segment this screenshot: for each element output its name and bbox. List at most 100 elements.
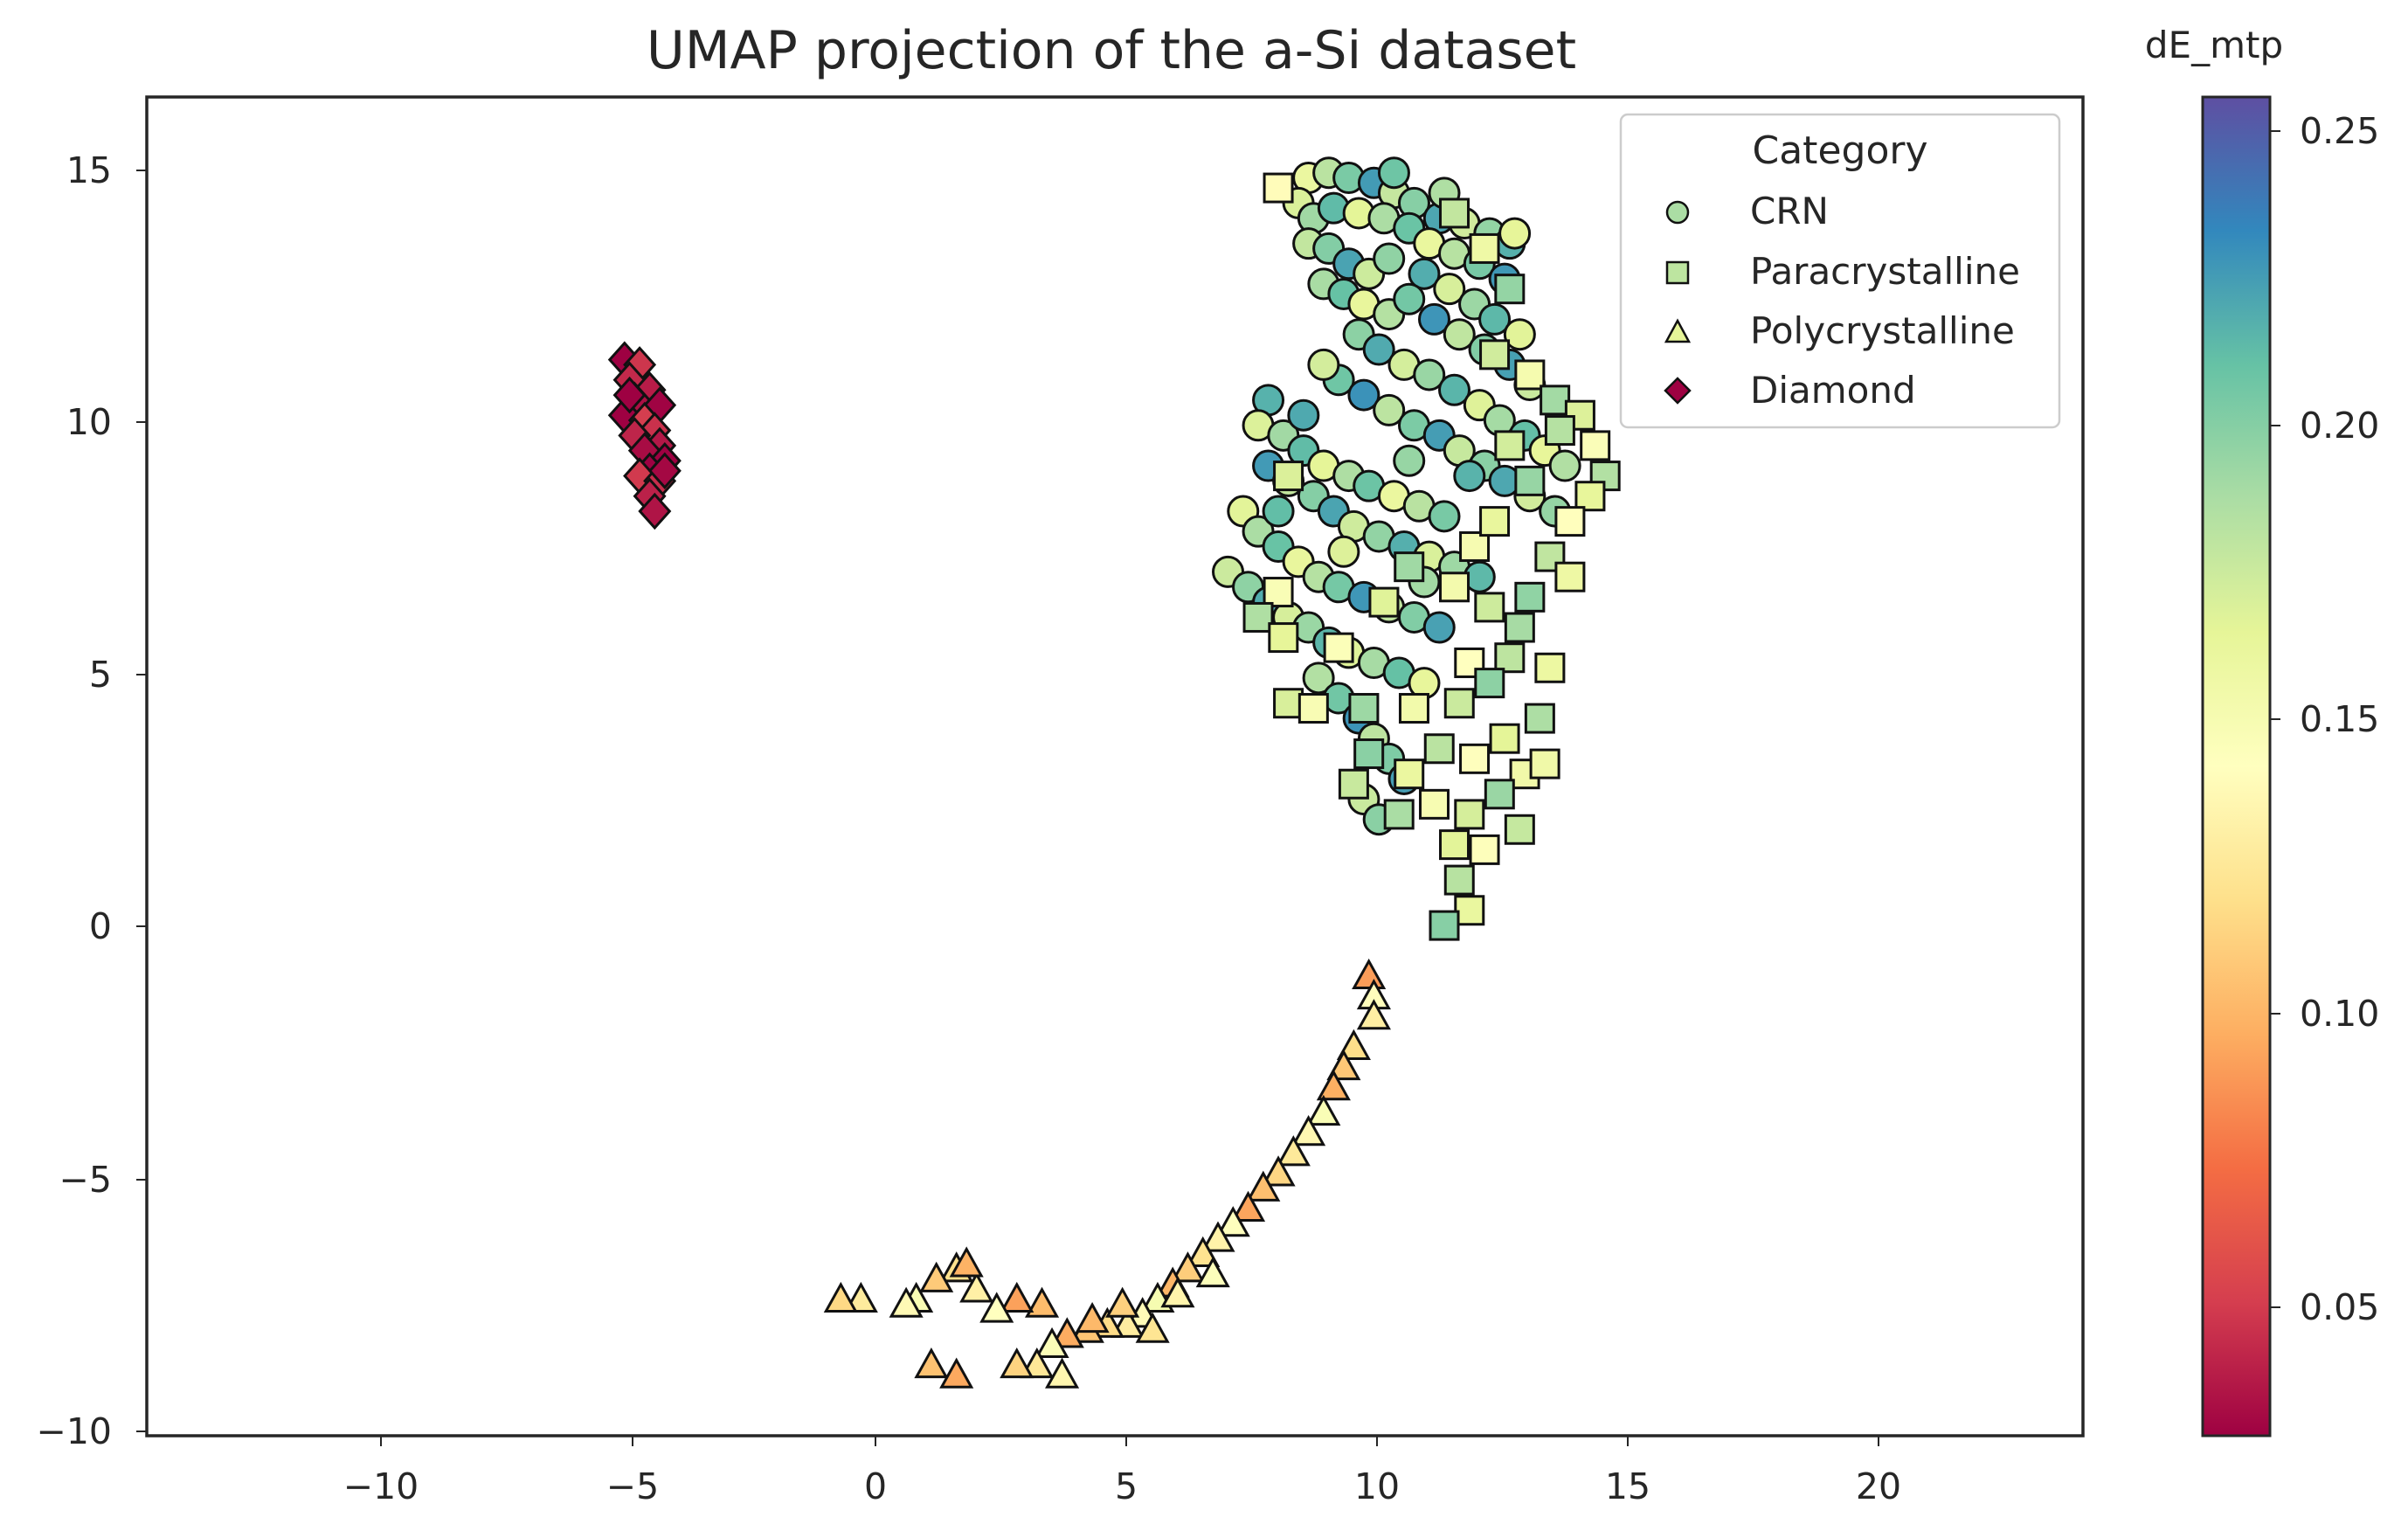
data-point-polycrystalline <box>1160 1277 1195 1308</box>
data-point-polycrystalline <box>1075 1301 1110 1334</box>
data-point-polycrystalline <box>1276 1135 1311 1167</box>
data-point-paracrystalline <box>1459 531 1491 563</box>
legend-title: Category <box>1753 128 1928 173</box>
colorbar-tick-label: 0.05 <box>2300 1286 2379 1328</box>
data-point-polycrystalline <box>1020 1347 1055 1379</box>
y-tick-label: 15 <box>66 149 112 191</box>
data-point-paracrystalline <box>1514 359 1546 391</box>
data-point-crn <box>1393 444 1426 477</box>
data-point-polycrystalline <box>1306 1094 1341 1126</box>
data-point-crn <box>1393 282 1426 315</box>
data-point-polycrystalline <box>1049 1317 1084 1348</box>
data-point-polycrystalline <box>939 1357 974 1389</box>
data-point-polycrystalline <box>1246 1170 1281 1202</box>
x-tick-label: 20 <box>1856 1465 1901 1507</box>
colorbar-tick-label: 0.15 <box>2300 698 2379 740</box>
data-point-polycrystalline <box>1230 1190 1266 1222</box>
data-point-diamond <box>647 452 682 490</box>
data-point-crn <box>1287 398 1320 432</box>
x-tick-label: 15 <box>1605 1465 1650 1507</box>
data-point-paracrystalline <box>1494 642 1526 674</box>
data-point-polycrystalline <box>1356 999 1391 1030</box>
data-point-crn <box>1438 373 1471 406</box>
data-point-paracrystalline <box>1297 693 1329 724</box>
legend-marker-square <box>1665 260 1690 285</box>
data-point-paracrystalline <box>1484 779 1515 810</box>
data-point-crn <box>1422 611 1456 644</box>
data-point-polycrystalline <box>949 1246 984 1278</box>
legend-marker-diamond <box>1664 377 1692 405</box>
data-point-crn <box>1262 495 1295 528</box>
data-point-paracrystalline <box>1474 592 1505 623</box>
data-point-polycrystalline <box>1105 1286 1140 1318</box>
data-point-paracrystalline <box>1443 864 1475 896</box>
data-point-crn <box>1503 318 1536 351</box>
data-point-polycrystalline <box>1336 1029 1371 1060</box>
data-point-paracrystalline <box>1479 506 1511 537</box>
data-point-paracrystalline <box>1263 577 1294 608</box>
data-point-paracrystalline <box>1580 430 1611 461</box>
plot-frame <box>145 95 2085 1437</box>
data-point-paracrystalline <box>1544 415 1575 447</box>
data-point-crn <box>1377 156 1410 190</box>
y-tick-label: −10 <box>36 1410 112 1452</box>
data-point-crn <box>1373 242 1406 275</box>
data-point-polycrystalline <box>1034 1327 1069 1359</box>
data-point-paracrystalline <box>1479 339 1511 371</box>
colorbar-tick-label: 0.20 <box>2300 405 2379 447</box>
data-point-paracrystalline <box>1504 814 1535 845</box>
data-point-polycrystalline <box>979 1292 1014 1323</box>
data-point-polycrystalline <box>1000 1281 1034 1313</box>
data-point-paracrystalline <box>1524 703 1555 734</box>
data-point-polycrystalline <box>823 1281 858 1313</box>
data-point-polycrystalline <box>843 1281 878 1313</box>
data-point-paracrystalline <box>1454 895 1485 926</box>
data-point-polycrystalline <box>1000 1347 1034 1379</box>
data-point-paracrystalline <box>1323 632 1354 663</box>
data-point-paracrystalline <box>1494 430 1526 461</box>
data-point-polycrystalline <box>919 1261 954 1292</box>
scatter-points <box>607 156 1621 1389</box>
data-point-crn <box>1453 460 1486 493</box>
data-point-crn <box>1433 273 1466 306</box>
colorbar-label: dE_mtp <box>2145 24 2283 66</box>
data-point-paracrystalline <box>1474 668 1505 699</box>
y-axis: 15 10 5 0 −5 −10 <box>36 149 147 1452</box>
data-point-crn <box>1302 662 1335 695</box>
data-point-paracrystalline <box>1574 481 1606 512</box>
legend-label-polycrystalline: Polycrystalline <box>1750 309 2015 352</box>
data-point-crn <box>1428 500 1461 533</box>
data-point-paracrystalline <box>1514 465 1546 496</box>
legend-marker-circle <box>1665 200 1690 225</box>
data-point-paracrystalline <box>1338 768 1369 800</box>
data-point-crn <box>1443 318 1476 351</box>
x-tick-label: 10 <box>1354 1465 1400 1507</box>
data-point-paracrystalline <box>1454 647 1485 678</box>
colorbar: dE_mtp 0.25 0.20 0.15 0.10 0.05 <box>2145 24 2379 1437</box>
data-point-crn <box>1417 302 1450 336</box>
data-point-polycrystalline <box>1215 1206 1250 1237</box>
data-point-paracrystalline <box>1398 693 1429 724</box>
data-point-paracrystalline <box>1469 834 1500 865</box>
data-point-paracrystalline <box>1394 551 1425 583</box>
legend-marker-triangle <box>1664 318 1692 343</box>
legend-label-paracrystalline: Paracrystalline <box>1750 250 2020 293</box>
y-tick-label: −5 <box>59 1159 112 1201</box>
data-point-paracrystalline <box>1348 693 1380 724</box>
data-point-paracrystalline <box>1443 688 1475 719</box>
data-point-paracrystalline <box>1423 733 1455 765</box>
data-point-paracrystalline <box>1429 910 1460 941</box>
data-point-crn <box>1373 393 1406 426</box>
colorbar-tick-label: 0.10 <box>2300 993 2379 1035</box>
legend: Category CRN Paracrystalline Polycrystal… <box>1619 113 2061 429</box>
data-point-crn <box>1413 358 1446 391</box>
data-point-polycrystalline <box>959 1271 994 1303</box>
data-point-crn <box>1347 378 1380 412</box>
data-point-paracrystalline <box>1273 688 1304 719</box>
data-point-crn <box>1327 535 1360 568</box>
data-point-polycrystalline <box>1045 1357 1080 1389</box>
data-point-polycrystalline <box>1316 1070 1351 1101</box>
data-point-paracrystalline <box>1459 743 1491 774</box>
data-point-crn <box>1307 348 1340 381</box>
data-point-paracrystalline <box>1353 738 1385 770</box>
